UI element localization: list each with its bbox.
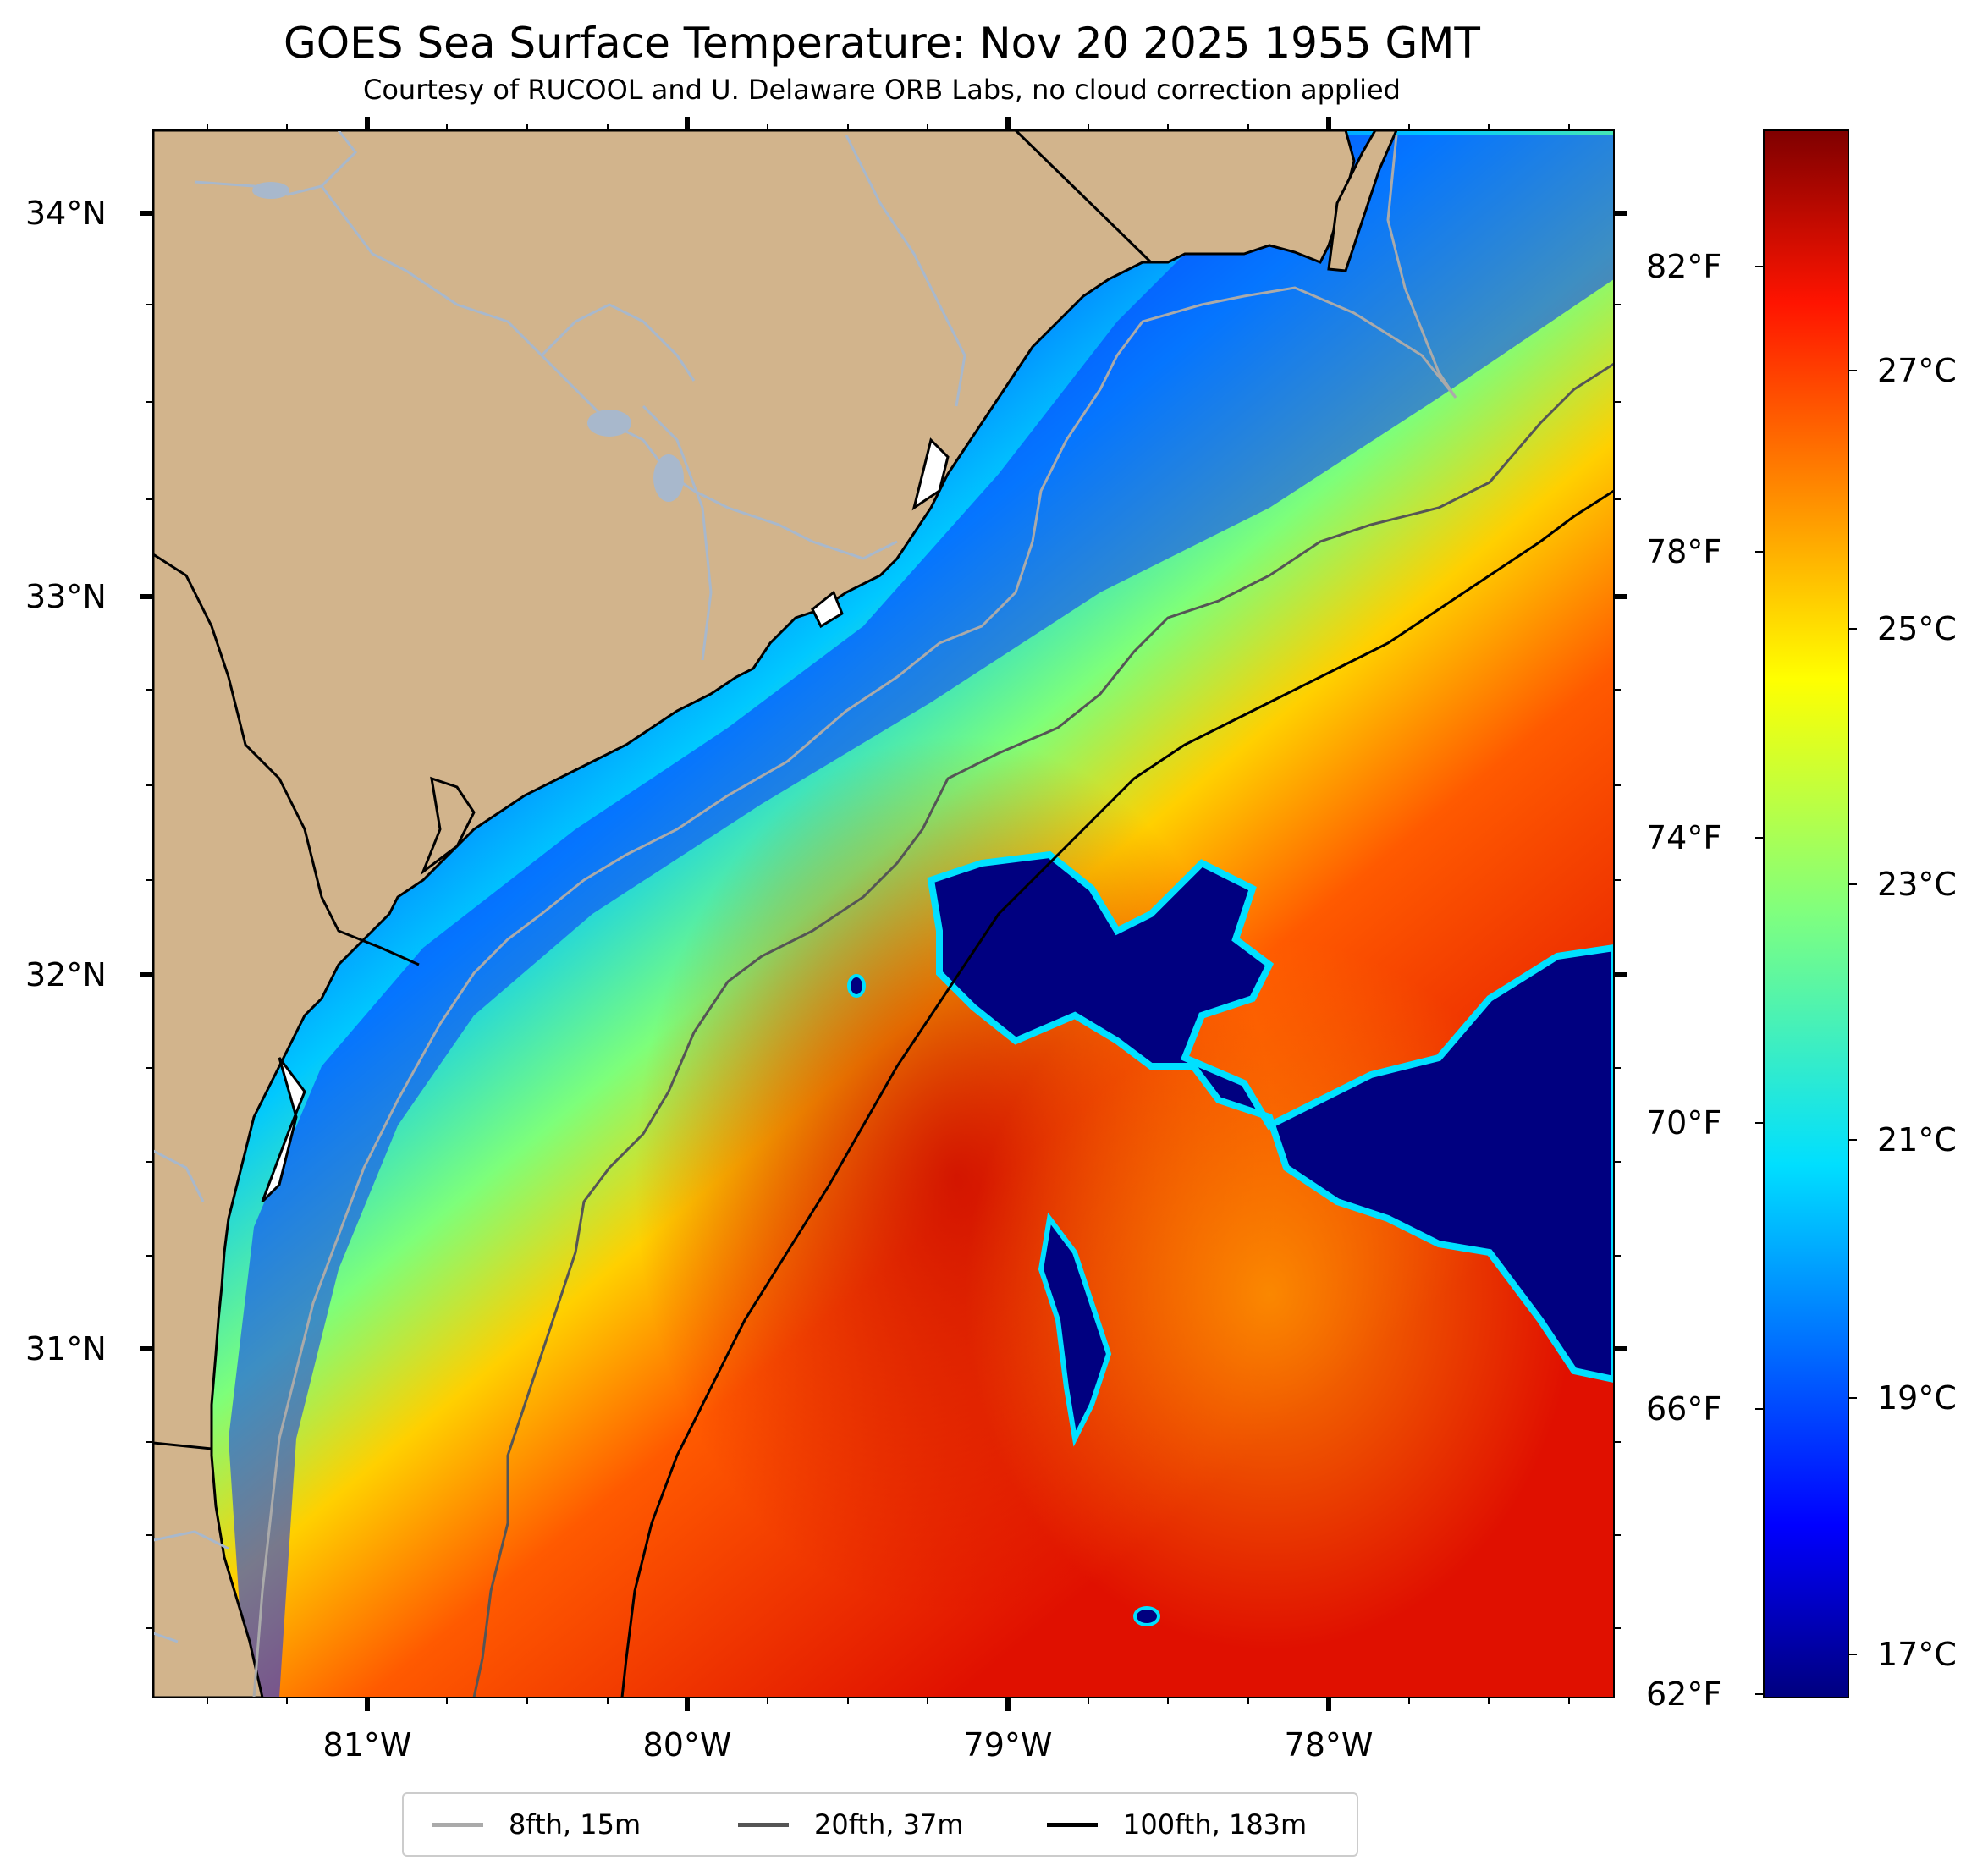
legend-line-100fth [1047,1822,1098,1827]
colorbar-label-78F: 78°F [1646,533,1722,570]
contour-8fth [252,135,1457,1698]
colorbar-label-70F: 70°F [1646,1104,1722,1142]
contour-20fth [472,362,1614,1698]
colorbar-label-82F: 82°F [1646,248,1722,285]
legend-line-20fth [738,1822,789,1827]
colorbar-label-19C: 19°C [1877,1379,1957,1417]
lat-label-31N: 31°N [25,1330,107,1367]
lat-label-34N: 34°N [25,195,107,232]
contour-100fth [620,489,1614,1698]
map-subtitle: Courtesy of RUCOOL and U. Delaware ORB L… [363,74,1401,106]
major-ticks [140,117,1627,1711]
cold-shelf-water [229,135,1614,1698]
minor-ticks [146,124,1621,1704]
colorbar-label-62F: 62°F [1646,1676,1722,1713]
cloud-cold-region [927,850,1614,1384]
lat-label-33N: 33°N [25,578,107,615]
plot-frame [152,129,1615,1698]
legend-label-8fth: 8fth, 15m [509,1808,642,1841]
legend-item-20fth: 20fth, 37m [738,1794,963,1855]
lon-label-78W: 78°W [1284,1726,1374,1764]
lon-label-80W: 80°W [642,1726,732,1764]
contour-legend: 8fth, 15m 20fth, 37m 100fth, 183m [402,1792,1358,1857]
legend-item-100fth: 100fth, 183m [1047,1794,1307,1855]
lon-label-81W: 81°W [322,1726,412,1764]
map-title: GOES Sea Surface Temperature: Nov 20 202… [284,19,1480,68]
colorbar-label-25C: 25°C [1877,610,1957,647]
lat-label-32N: 32°N [25,956,107,993]
colorbar-label-27C: 27°C [1877,352,1957,389]
state-border [153,553,420,966]
legend-label-20fth: 20fth, 37m [814,1808,964,1841]
cloud-streak [1038,1212,1112,1447]
legend-item-8fth: 8fth, 15m [432,1794,641,1855]
colorbar-ticks [1755,266,1857,1695]
colorbar-label-23C: 23°C [1877,866,1957,903]
colorbar-label-74F: 74°F [1646,819,1722,856]
colorbar-label-21C: 21°C [1877,1121,1957,1158]
colorbar [1763,129,1849,1698]
colorbar-label-17C: 17°C [1877,1636,1957,1673]
colorbar-label-66F: 66°F [1646,1390,1722,1428]
land-mass [153,130,1356,1698]
legend-label-100fth: 100fth, 183m [1123,1808,1308,1841]
legend-line-8fth [432,1822,483,1827]
lon-label-79W: 79°W [963,1726,1053,1764]
rivers [153,130,966,1643]
